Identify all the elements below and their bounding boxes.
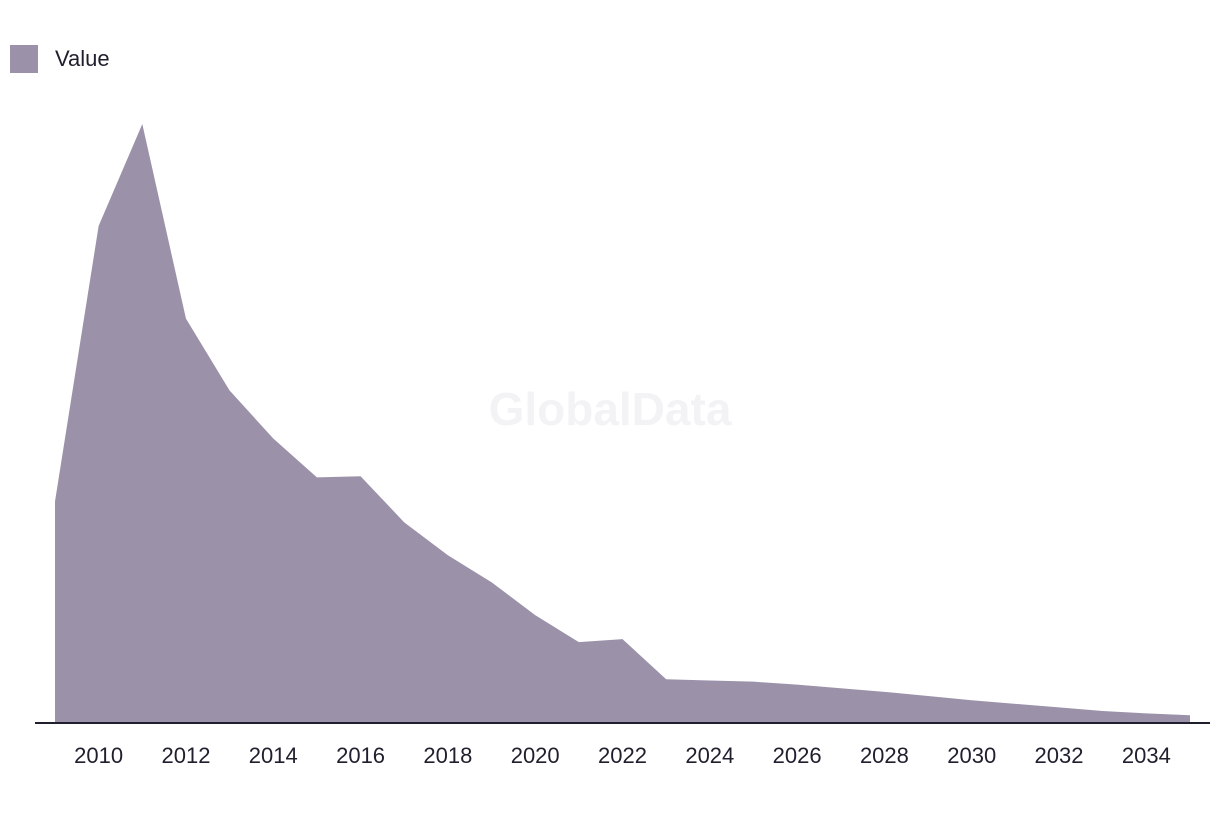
x-tick-label-2020: 2020: [511, 743, 560, 768]
x-tick-label-2022: 2022: [598, 743, 647, 768]
plot-area: [55, 124, 1190, 723]
x-tick-label-2018: 2018: [423, 743, 472, 768]
legend: Value: [10, 44, 110, 74]
x-tick-label-2028: 2028: [860, 743, 909, 768]
x-tick-label-2030: 2030: [947, 743, 996, 768]
x-tick-label-2010: 2010: [74, 743, 123, 768]
x-tick-label-2026: 2026: [773, 743, 822, 768]
x-tick-label-2014: 2014: [249, 743, 298, 768]
x-axis-ticks: 2010 2012 2014 2016 2018 2020 2022 2024 2026 2028…: [74, 743, 1171, 768]
watermark: GlobalData: [489, 383, 732, 435]
legend-swatch: [10, 45, 38, 73]
x-tick-label-2032: 2032: [1035, 743, 1084, 768]
x-tick-label-2012: 2012: [161, 743, 210, 768]
legend-label: Value: [55, 46, 110, 71]
x-tick-label-2024: 2024: [685, 743, 734, 768]
x-tick-label-2016: 2016: [336, 743, 385, 768]
x-tick-label-2034: 2034: [1122, 743, 1171, 768]
area-series-value: [55, 124, 1190, 723]
